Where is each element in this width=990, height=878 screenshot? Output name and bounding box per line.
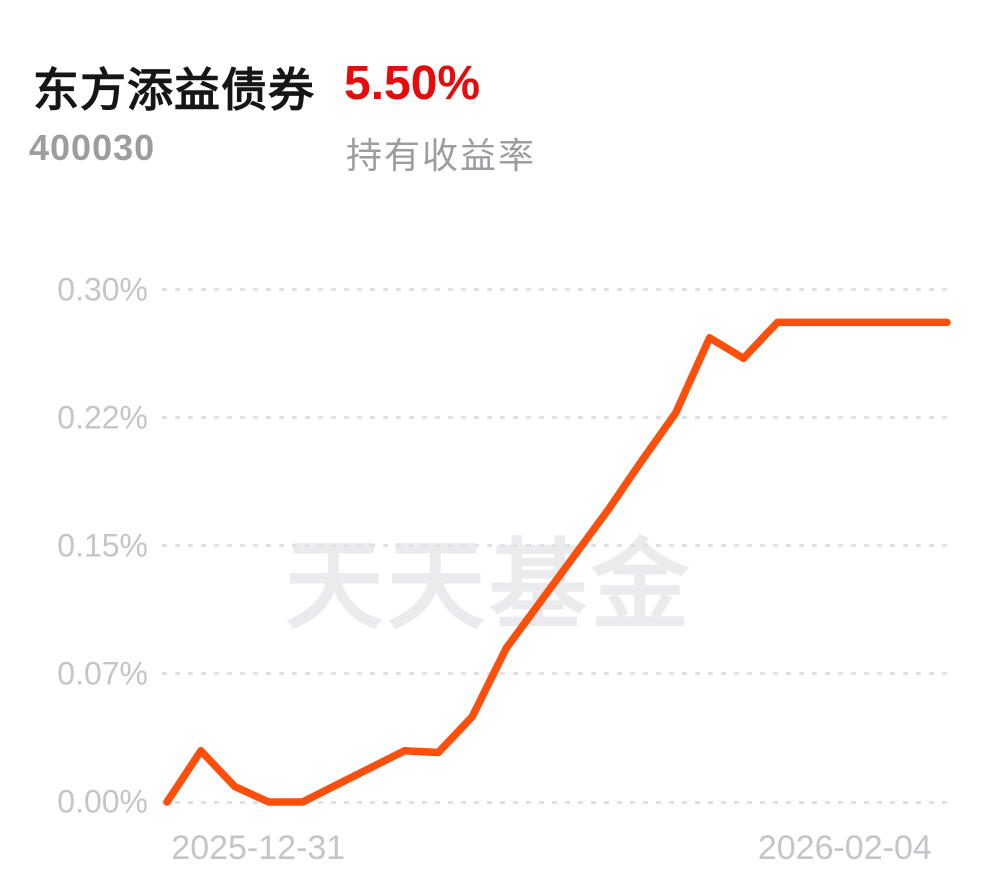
- gridline: [162, 672, 947, 676]
- x-axis-label: 2026-02-04: [757, 829, 932, 867]
- fund-name: 东方添益债券: [33, 64, 315, 116]
- holding-return-value: 5.50%: [344, 57, 481, 110]
- gridline: [162, 800, 947, 804]
- y-axis-label: 0.00%: [57, 783, 148, 820]
- fund-code: 400030: [29, 127, 156, 168]
- gridline: [162, 288, 947, 292]
- x-axis-label: 2025-12-31: [171, 829, 346, 867]
- holding-return-label: 持有收益率: [346, 135, 537, 176]
- gridline: [162, 544, 947, 548]
- return-line: [163, 318, 951, 806]
- y-axis-label: 0.30%: [57, 271, 148, 308]
- y-axis-label: 0.07%: [57, 655, 148, 692]
- y-axis-label: 0.22%: [57, 399, 148, 436]
- gridline: [162, 416, 947, 420]
- y-axis-label: 0.15%: [57, 527, 148, 564]
- watermark-logo: 天天基金: [285, 530, 694, 640]
